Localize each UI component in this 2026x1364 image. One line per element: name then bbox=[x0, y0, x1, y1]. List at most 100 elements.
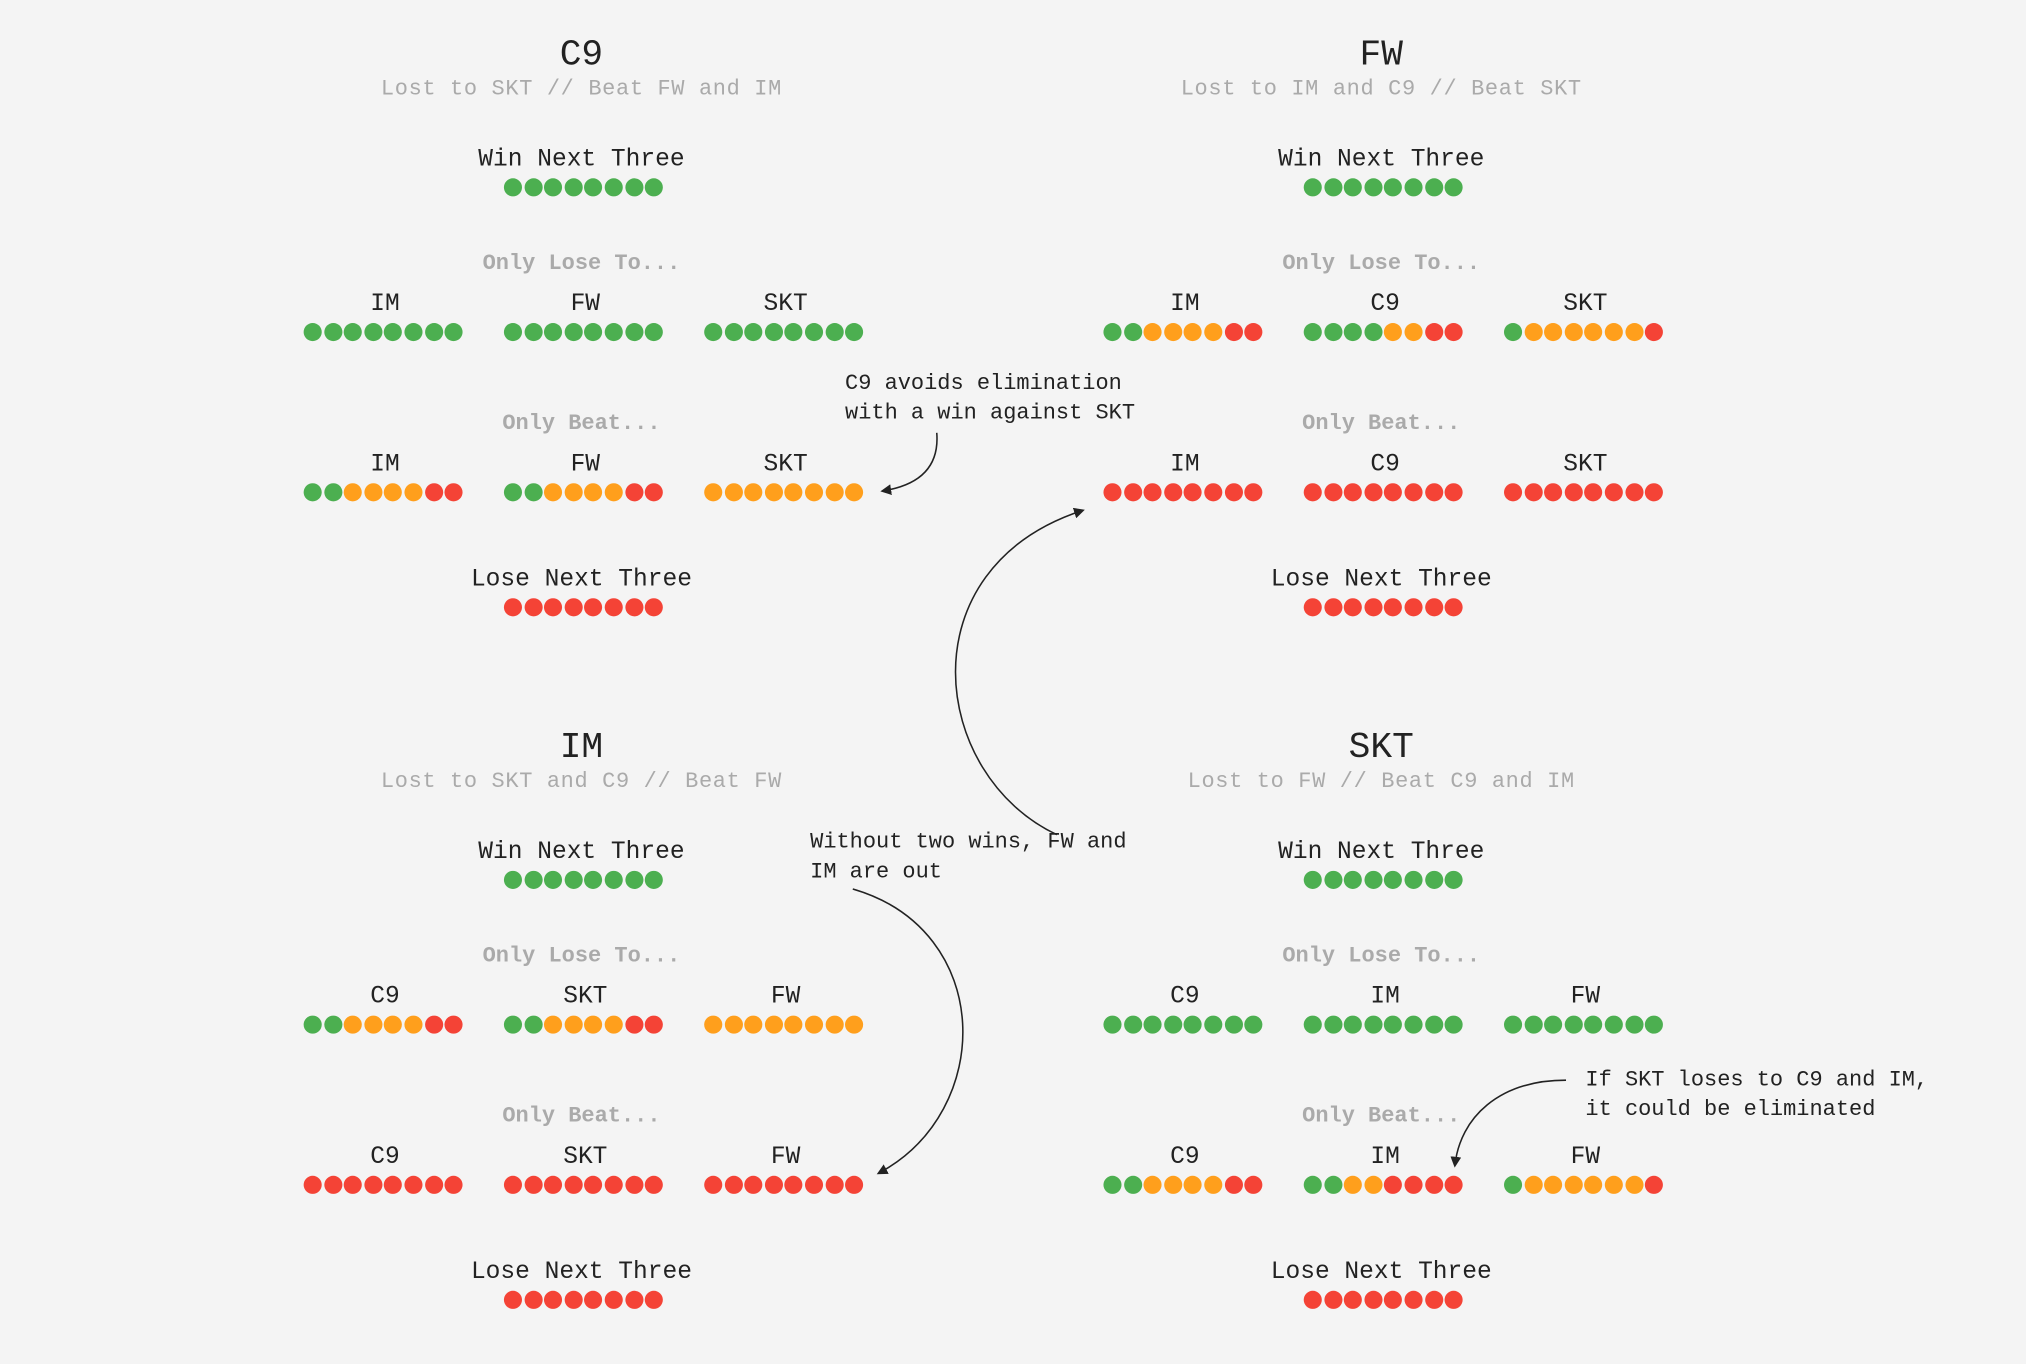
outcome-dot bbox=[1503, 1175, 1523, 1194]
outcome-dot bbox=[1123, 323, 1142, 342]
outcome-dot bbox=[503, 178, 523, 197]
outcome-dot bbox=[1323, 178, 1342, 197]
outcome-dot bbox=[524, 323, 543, 342]
outcome-dot bbox=[444, 1175, 463, 1194]
outcome-dot bbox=[1143, 1015, 1162, 1034]
outcome-dot bbox=[1364, 1015, 1383, 1034]
outcome-dot bbox=[444, 483, 463, 502]
outcome-dot bbox=[724, 483, 743, 502]
outcome-dot bbox=[644, 598, 664, 617]
outcome-dot bbox=[845, 1175, 864, 1194]
win-next-three-label: Win Next Three bbox=[478, 144, 685, 174]
outcome-dot bbox=[444, 323, 463, 342]
beat-opponent-name: SKT bbox=[763, 449, 808, 479]
lose-to-opponent-name: IM bbox=[370, 289, 400, 318]
team-panel-im: IM Lost to SKT and C9 // Beat FW Win Next … bbox=[181, 693, 982, 1364]
outcome-dot bbox=[503, 1290, 523, 1309]
outcome-dot bbox=[444, 1015, 463, 1034]
outcome-dot bbox=[1584, 483, 1603, 502]
outcome-dot bbox=[384, 1015, 403, 1034]
outcome-dot bbox=[584, 1175, 603, 1194]
outcome-dot bbox=[323, 1175, 342, 1194]
outcome-dot bbox=[384, 323, 403, 342]
outcome-dot bbox=[1103, 323, 1122, 342]
outcome-dot bbox=[624, 1290, 643, 1309]
lose-to-dots bbox=[1303, 320, 1467, 343]
outcome-dot bbox=[1344, 178, 1363, 197]
lose-to-opponent-name: SKT bbox=[1563, 289, 1608, 318]
lose-to-dots bbox=[303, 1013, 467, 1036]
outcome-dot bbox=[704, 323, 723, 342]
win-next-three-label: Win Next Three bbox=[1278, 837, 1485, 866]
only-beat-label: Only Beat... bbox=[502, 1104, 661, 1130]
outcome-dot bbox=[303, 1015, 322, 1034]
outcome-dot bbox=[1444, 1175, 1463, 1194]
outcome-dot bbox=[825, 483, 844, 502]
only-lose-to-label: Only Lose To... bbox=[1282, 251, 1481, 277]
outcome-dot bbox=[1184, 1175, 1203, 1194]
beat-opponent-name: IM bbox=[1170, 449, 1200, 479]
only-beat-label: Only Beat... bbox=[1302, 1104, 1461, 1130]
lose-to-opponent-name: IM bbox=[1170, 289, 1200, 318]
outcome-dot bbox=[644, 1015, 664, 1034]
outcome-dot bbox=[1645, 1175, 1664, 1194]
beat-dots bbox=[503, 481, 667, 504]
beat-opponent-name: C9 bbox=[1370, 449, 1400, 479]
beat-dots bbox=[704, 481, 867, 504]
lose-next-three-dots bbox=[1303, 1288, 1467, 1311]
outcome-dot bbox=[624, 178, 643, 197]
outcome-dot bbox=[604, 178, 623, 197]
win-next-three-label: Win Next Three bbox=[1278, 144, 1485, 174]
outcome-dot bbox=[1143, 323, 1162, 342]
lose-to-dots bbox=[1503, 320, 1667, 343]
outcome-dot bbox=[1604, 483, 1623, 502]
team-panel-fw: FW Lost to IM and C9 // Beat SKT Win Next … bbox=[981, 0, 1782, 672]
outcome-dot bbox=[364, 1015, 383, 1034]
outcome-dot bbox=[1384, 1175, 1403, 1194]
lose-to-opponent-name: C9 bbox=[370, 981, 400, 1011]
outcome-dot bbox=[845, 1015, 864, 1034]
outcome-dot bbox=[1624, 483, 1643, 502]
outcome-dot bbox=[704, 1175, 723, 1194]
lose-to-dots bbox=[303, 320, 467, 343]
lose-to-dots bbox=[1503, 1013, 1667, 1036]
outcome-dot bbox=[1344, 1290, 1363, 1309]
outcome-dot bbox=[404, 1015, 423, 1034]
outcome-dot bbox=[1184, 323, 1203, 342]
beat-opponent-name: C9 bbox=[370, 1142, 400, 1171]
outcome-dot bbox=[1503, 323, 1523, 342]
outcome-dot bbox=[1404, 870, 1423, 889]
only-beat-label: Only Beat... bbox=[1302, 412, 1461, 437]
outcome-dot bbox=[1123, 1015, 1142, 1034]
outcome-dot bbox=[564, 1015, 583, 1034]
outcome-dot bbox=[503, 598, 523, 617]
lose-to-opponent-name: SKT bbox=[763, 289, 808, 318]
outcome-dot bbox=[584, 598, 603, 617]
outcome-dot bbox=[1244, 1015, 1263, 1034]
outcome-dot bbox=[1323, 1290, 1342, 1309]
outcome-dot bbox=[1143, 1175, 1162, 1194]
outcome-dot bbox=[1645, 483, 1664, 502]
outcome-dot bbox=[544, 598, 563, 617]
outcome-dot bbox=[404, 483, 423, 502]
annotation-skt-eliminated: If SKT loses to C9 and IM, it could be e… bbox=[1585, 1068, 1929, 1123]
outcome-dot bbox=[1544, 1175, 1563, 1194]
outcome-dot bbox=[1224, 1015, 1243, 1034]
outcome-dot bbox=[624, 1175, 643, 1194]
outcome-dot bbox=[1323, 1015, 1342, 1034]
outcome-dot bbox=[1384, 1290, 1403, 1309]
outcome-dot bbox=[1184, 1015, 1203, 1034]
outcome-dot bbox=[1524, 323, 1543, 342]
outcome-dot bbox=[584, 483, 603, 502]
only-lose-to-label: Only Lose To... bbox=[482, 944, 681, 970]
outcome-dot bbox=[604, 1015, 623, 1034]
outcome-dot bbox=[1524, 1175, 1543, 1194]
win-next-three-dots bbox=[1303, 176, 1467, 199]
outcome-dot bbox=[1604, 1015, 1623, 1034]
outcome-dot bbox=[1424, 1175, 1443, 1194]
outcome-dot bbox=[524, 178, 543, 197]
outcome-dot bbox=[804, 323, 824, 342]
outcome-dot bbox=[604, 598, 623, 617]
lose-to-opponent-name: SKT bbox=[563, 981, 608, 1011]
